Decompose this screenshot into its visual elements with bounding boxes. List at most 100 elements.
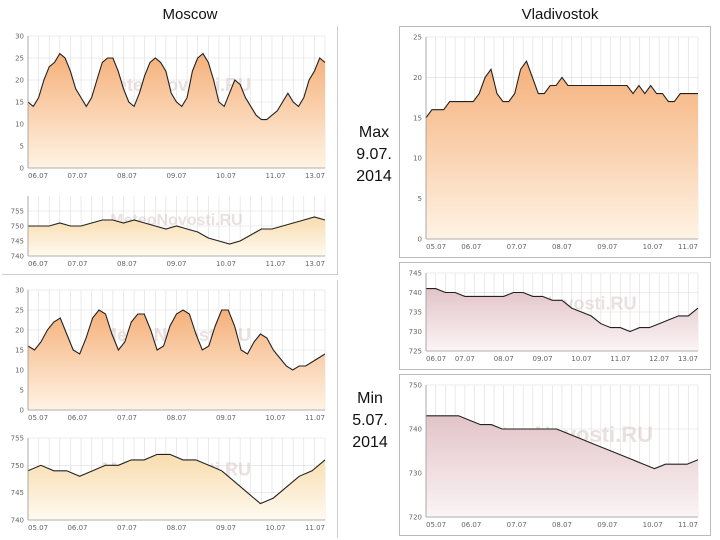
x-tick-label: 05.07	[28, 414, 48, 422]
min-label-line-3: 2014	[352, 434, 388, 451]
x-tick-label: 08.07	[166, 414, 186, 422]
x-tick-label: 10.07	[571, 355, 591, 363]
x-tick-label: 12.07	[649, 355, 669, 363]
y-tick-label: 750	[409, 382, 422, 390]
y-tick-label: 30	[15, 287, 24, 295]
x-tick-label: 10.07	[216, 172, 236, 180]
max-label-line-3: 2014	[356, 168, 392, 185]
y-tick-label: 740	[409, 426, 422, 434]
y-tick-label: 15	[15, 99, 24, 107]
x-tick-label: 07.07	[117, 414, 137, 422]
series-area	[28, 217, 325, 256]
y-tick-label: 0	[418, 236, 422, 244]
y-tick-label: 25	[15, 55, 24, 63]
y-tick-label: 15	[413, 114, 422, 122]
y-tick-label: 20	[15, 327, 24, 335]
vladivostok-max-temp-chart: 0510152025MeteoNovosti.RU05.0706.0707.07…	[399, 26, 711, 258]
x-tick-label: 08.07	[494, 355, 514, 363]
series-area	[426, 61, 698, 240]
moscow-min-pressure-chart: 740745750755MeteoNovosti.RU05.0706.0707.…	[2, 428, 338, 538]
x-tick-label: 13.07	[305, 260, 325, 268]
series-area	[426, 288, 698, 351]
y-tick-label: 755	[11, 208, 24, 216]
min-label-line-2: 5.07.	[352, 412, 388, 429]
x-tick-label: 11.07	[265, 172, 285, 180]
vladivostok-min-pressure-chart: 720730740750MeteoNovosti.RU05.0706.0707.…	[399, 374, 711, 536]
x-tick-label: 06.07	[67, 524, 87, 532]
y-tick-label: 30	[15, 33, 24, 41]
y-tick-label: 720	[409, 514, 422, 522]
moscow-min-temp-chart: 051015202530MeteoNovosti.RU05.0706.0707.…	[2, 280, 338, 428]
y-tick-label: 10	[15, 121, 24, 129]
x-tick-label: 11.07	[305, 524, 325, 532]
vladivostok-max-pressure-chart: 725730735740745MeteoNovosti.RU06.0707.07…	[399, 262, 711, 370]
x-tick-label: 10.07	[265, 524, 285, 532]
y-tick-label: 755	[11, 435, 24, 443]
y-tick-label: 5	[418, 195, 422, 203]
x-tick-label: 11.07	[610, 355, 630, 363]
y-tick-label: 745	[11, 238, 24, 246]
y-tick-label: 5	[20, 387, 24, 395]
y-tick-label: 740	[409, 289, 422, 297]
x-tick-label: 13.07	[678, 355, 698, 363]
y-tick-label: 725	[409, 348, 422, 356]
series-line	[426, 288, 699, 333]
x-tick-label: 11.07	[305, 414, 325, 422]
y-tick-label: 0	[20, 165, 24, 173]
x-tick-label: 09.07	[166, 172, 186, 180]
x-tick-label: 06.07	[426, 355, 446, 363]
x-tick-label: 06.07	[28, 172, 48, 180]
x-tick-label: 08.07	[552, 243, 572, 251]
y-tick-label: 730	[409, 470, 422, 478]
series-area	[28, 454, 325, 520]
x-tick-label: 06.07	[28, 260, 48, 268]
series-line	[27, 309, 326, 371]
y-tick-label: 730	[409, 328, 422, 336]
min-label-line-1: Min	[357, 390, 383, 407]
series-area	[426, 415, 698, 517]
y-tick-label: 20	[413, 74, 422, 82]
moscow-heading: Moscow	[162, 6, 218, 23]
y-tick-label: 740	[11, 253, 24, 261]
x-tick-label: 07.07	[67, 260, 87, 268]
x-tick-label: 05.07	[28, 524, 48, 532]
x-tick-label: 13.07	[305, 172, 325, 180]
x-tick-label: 05.07	[426, 243, 446, 251]
x-tick-label: 11.07	[678, 521, 698, 529]
x-tick-label: 10.07	[643, 521, 663, 529]
y-tick-label: 20	[15, 77, 24, 85]
series-area	[28, 310, 325, 410]
moscow-max-temp-chart: 0 5 10 15 20 25 30 MeteoNovosti.RU 06.07 07.07 08.…	[2, 26, 338, 186]
y-tick-label: 15	[15, 347, 24, 355]
x-tick-label: 08.07	[117, 260, 137, 268]
x-tick-label: 10.07	[216, 260, 236, 268]
x-tick-label: 09.07	[597, 521, 617, 529]
x-tick-label: 08.07	[552, 521, 572, 529]
y-tick-label: 25	[413, 34, 422, 42]
x-tick-label: 09.07	[597, 243, 617, 251]
y-tick-label: 0	[20, 407, 24, 415]
series-line	[425, 60, 698, 119]
x-tick-label: 08.07	[166, 524, 186, 532]
x-tick-label: 10.07	[265, 414, 285, 422]
x-tick-label: 11.07	[265, 260, 285, 268]
max-label-line-1: Max	[358, 124, 390, 141]
series-area	[28, 53, 325, 168]
x-tick-label: 09.07	[216, 414, 236, 422]
series-line	[27, 52, 326, 121]
series-line	[28, 216, 326, 245]
y-tick-label: 745	[409, 270, 422, 278]
series-line	[27, 453, 326, 505]
y-tick-label: 735	[409, 309, 422, 317]
max-date-label: Max 9.07. 2014	[344, 122, 404, 188]
vladivostok-heading: Vladivostok	[521, 6, 599, 23]
x-tick-label: 06.07	[67, 414, 87, 422]
y-tick-label: 750	[11, 223, 24, 231]
x-tick-label: 07.07	[455, 355, 475, 363]
series-line	[426, 415, 699, 470]
y-tick-label: 740	[11, 517, 24, 525]
y-tick-label: 10	[413, 155, 422, 163]
min-date-label: Min 5.07. 2014	[340, 388, 400, 454]
x-tick-label: 09.07	[216, 524, 236, 532]
max-label-line-2: 9.07.	[356, 146, 392, 163]
